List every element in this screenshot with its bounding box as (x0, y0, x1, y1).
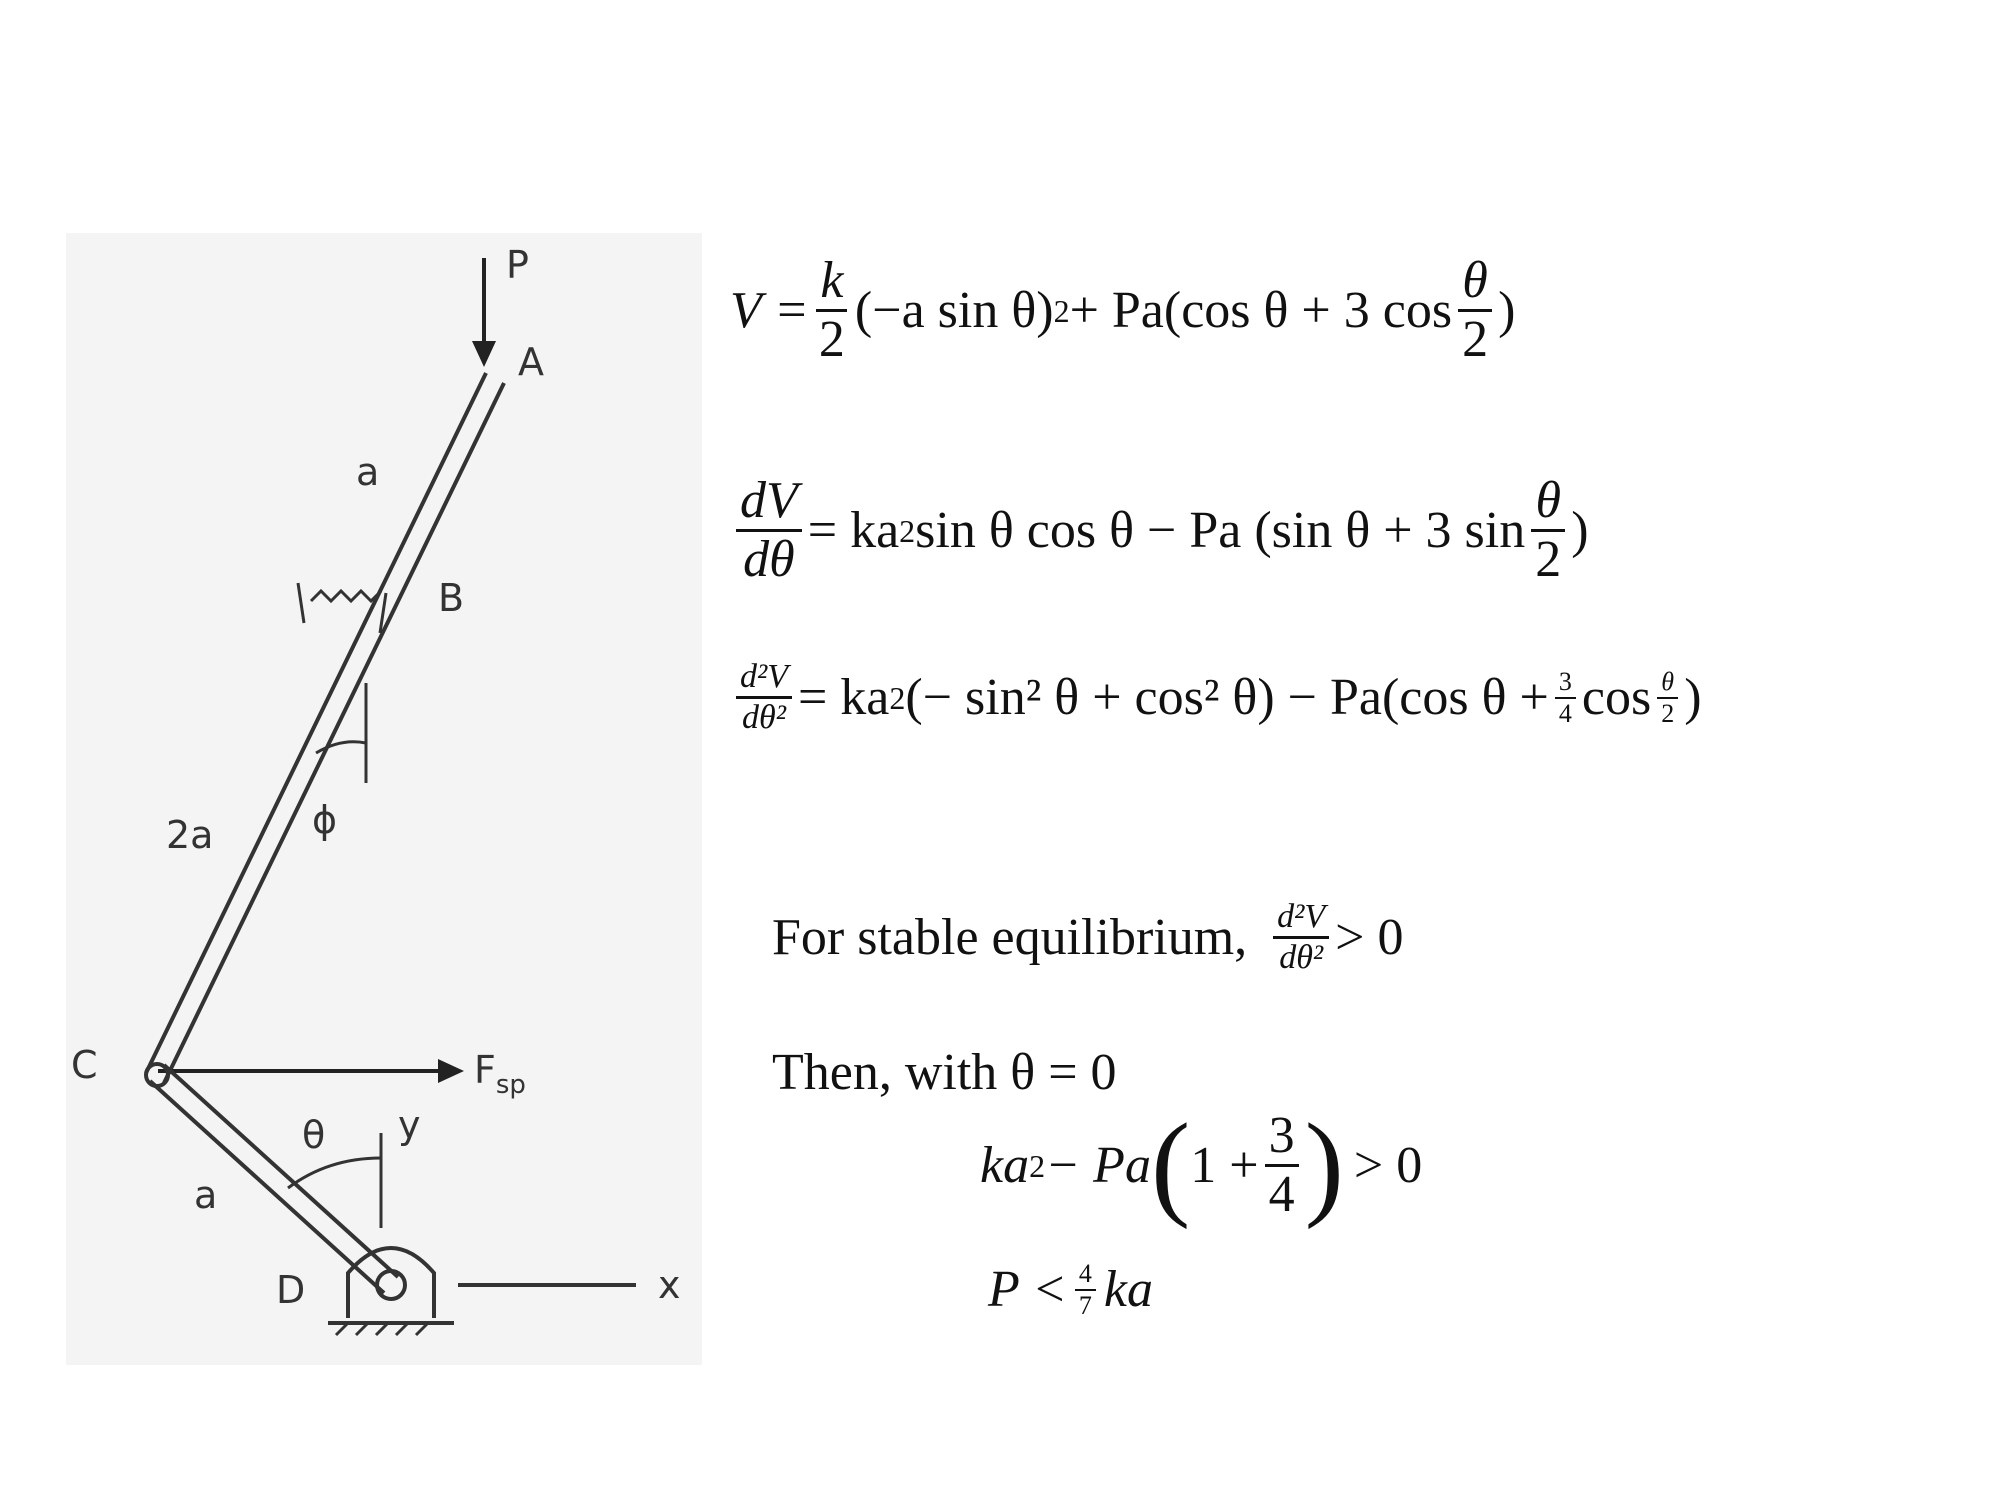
phi-arc (315, 740, 367, 755)
label-c: C (71, 1043, 98, 1087)
label-fsp: Fsp (474, 1048, 526, 1100)
bar-cd-right-edge (162, 1063, 400, 1279)
ineq1-lhs: ka (980, 1137, 1030, 1194)
theta-arc (287, 1156, 382, 1190)
eq3-frac-den: dθ² (742, 699, 786, 736)
ineq2-den: 7 (1078, 1290, 1092, 1320)
label-theta: θ (302, 1113, 325, 1157)
label-p: P (506, 243, 529, 287)
pin-support (346, 1246, 436, 1318)
equation-potential-energy: V = k 2 (−a sin θ) 2 + Pa(cos θ + 3 cos θ… (730, 252, 1516, 368)
bar-ac-right-edge (162, 382, 506, 1084)
eq1-rest: + Pa(cos θ + 3 cos (1069, 282, 1453, 339)
label-a-bottom: a (194, 1173, 217, 1217)
stable-d2v-dtheta2: d²V dθ² (1273, 900, 1330, 976)
eq3-rhs-a: = ka (797, 669, 890, 726)
bar-ac-left-edge (144, 372, 488, 1074)
stable-equilibrium-line: For stable equilibrium, d²V dθ² > 0 (772, 900, 1403, 975)
eq2-theta-num: θ (1531, 475, 1565, 532)
label-d: D (276, 1268, 305, 1312)
eq3-theta-num: θ (1657, 668, 1679, 699)
equation-second-derivative: d²V dθ² = ka 2 (− sin² θ + cos² θ) − Pa(c… (730, 660, 1702, 735)
stable-frac-den: dθ² (1279, 939, 1324, 976)
ineq1-three-over-four: 3 4 (1264, 1110, 1299, 1223)
label-fsp-sub: sp (496, 1070, 526, 1100)
eq2-frac-num: dV (736, 475, 802, 532)
eq3-rhs-b: (− sin² θ + cos² θ) − Pa(cos θ + (905, 669, 1549, 726)
eq3-three-num: 3 (1554, 668, 1576, 699)
ineq1-rhs: > 0 (1353, 1137, 1423, 1194)
ineq2-num: 4 (1074, 1260, 1096, 1291)
spring-b-ends (296, 582, 388, 634)
then-line: Then, with θ = 0 (772, 1043, 1117, 1102)
stable-frac-num: d²V (1273, 900, 1330, 939)
ineq2-four-over-seven: 4 7 (1074, 1260, 1096, 1320)
eq1-theta-num: θ (1458, 255, 1492, 312)
stable-rhs: > 0 (1335, 909, 1404, 966)
result-inequality: P < 4 7 ka (988, 1260, 1153, 1319)
eq1-lhs: V = (730, 282, 809, 339)
load-arrow-head (472, 341, 496, 367)
stable-text: For stable equilibrium, (772, 909, 1248, 966)
label-a-top: a (356, 450, 379, 494)
eq2-frac-den: dθ (743, 531, 795, 588)
eq2-theta-den: 2 (1535, 531, 1562, 588)
label-fsp-main: F (474, 1048, 496, 1092)
label-a-point: A (518, 340, 544, 384)
ineq1-num: 3 (1264, 1110, 1299, 1167)
label-b: B (438, 576, 464, 620)
joint-c (144, 1062, 170, 1088)
eq1-close: ) (1498, 282, 1516, 339)
label-phi: ϕ (312, 798, 337, 842)
spring-b (309, 588, 383, 604)
inequality-condition: ka 2 − Pa ( 1 + 3 4 ) > 0 (980, 1099, 1423, 1231)
eq1-k-over-2: k 2 (815, 255, 849, 366)
then-text: Then, with θ = 0 (772, 1044, 1117, 1101)
label-2a: 2a (166, 813, 213, 857)
ineq1-open: ( (1150, 1099, 1191, 1231)
eq2-theta-over-2: θ 2 (1531, 475, 1565, 586)
eq1-frac-num: k (816, 255, 848, 312)
ineq1-den: 4 (1268, 1166, 1295, 1223)
eq1-theta-over-2: θ 2 (1458, 255, 1492, 366)
eq3-close: ) (1684, 669, 1702, 726)
eq3-theta-den: 2 (1661, 698, 1675, 728)
eq3-cos: cos (1581, 669, 1652, 726)
eq3-d2v-dtheta2: d²V dθ² (736, 660, 792, 735)
equations-panel: V = k 2 (−a sin θ) 2 + Pa(cos θ + 3 cos θ… (730, 0, 1980, 1500)
eq1-middle: (−a sin θ) (854, 282, 1054, 339)
eq2-rhs-b: sin θ cos θ − Pa (sin θ + 3 sin (915, 502, 1526, 559)
mechanism-drawing: P A a B 2a ϕ C Fsp θ y a D x (71, 243, 681, 1337)
ineq1-one: 1 + (1190, 1137, 1259, 1194)
eq3-three-den: 4 (1558, 698, 1572, 728)
eq1-theta-den: 2 (1462, 311, 1489, 368)
mechanism-figure: P A a B 2a ϕ C Fsp θ y a D x (66, 233, 702, 1365)
ineq1-mid: − Pa (1045, 1137, 1151, 1194)
ineq2-rhs: ka (1103, 1261, 1154, 1318)
ineq2-lhs: P < (988, 1261, 1067, 1318)
fsp-arrow-head (438, 1059, 464, 1083)
eq3-theta-over-2: θ 2 (1657, 668, 1679, 728)
eq1-frac-den: 2 (818, 311, 845, 368)
eq2-dv-dtheta: dV dθ (736, 475, 802, 586)
ineq1-close: ) (1304, 1099, 1344, 1231)
eq2-close: ) (1571, 502, 1589, 559)
pin-d (375, 1269, 407, 1301)
eq2-rhs-a: = ka (807, 502, 900, 559)
equation-first-derivative: dV dθ = ka 2 sin θ cos θ − Pa (sin θ + 3 … (730, 475, 1589, 586)
ground-hatch (334, 1321, 430, 1337)
label-y: y (398, 1103, 421, 1147)
label-x: x (658, 1263, 681, 1307)
eq3-frac-num: d²V (736, 660, 792, 699)
eq3-three-over-four: 3 4 (1554, 668, 1576, 728)
bar-cd-left-edge (148, 1079, 386, 1295)
